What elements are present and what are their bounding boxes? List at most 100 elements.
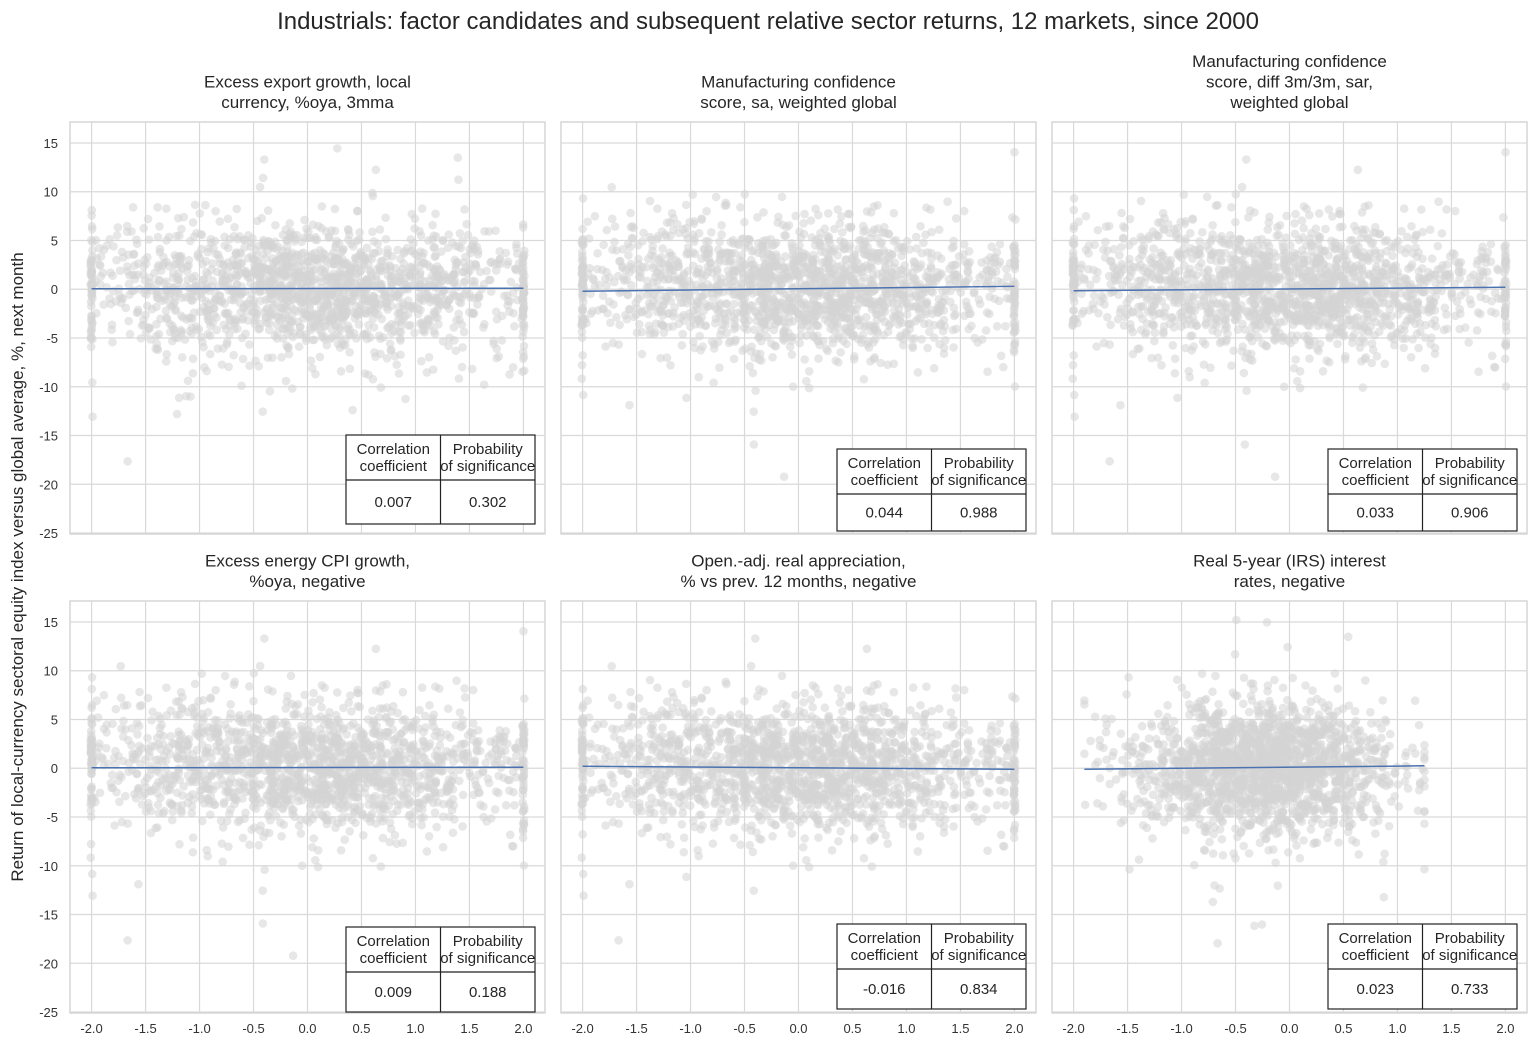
scatter-point	[606, 318, 615, 328]
scatter-point	[438, 235, 448, 245]
scatter-point	[155, 222, 164, 231]
scatter-point	[933, 251, 943, 260]
scatter-point	[825, 239, 835, 248]
scatter-point	[269, 280, 278, 289]
scatter-point	[768, 352, 777, 362]
scatter-point	[870, 353, 880, 362]
scatter-point	[331, 240, 341, 249]
scatter-point	[1350, 244, 1359, 254]
scatter-point	[1456, 257, 1466, 267]
scatter-point	[306, 356, 316, 365]
scatter-point	[1286, 338, 1295, 348]
scatter-point	[627, 280, 636, 290]
scatter-point	[1279, 316, 1289, 326]
scatter-point	[787, 239, 796, 248]
scatter-point	[1181, 343, 1190, 353]
scatter-point	[438, 287, 448, 296]
scatter-point	[1173, 298, 1183, 308]
scatter-point	[729, 299, 739, 309]
scatter-point	[418, 320, 427, 330]
scatter-point	[683, 243, 693, 252]
scatter-point	[767, 303, 777, 313]
scatter-point	[874, 248, 883, 258]
scatter-point	[263, 265, 273, 275]
scatter-point	[327, 226, 336, 235]
scatter-point	[578, 268, 587, 277]
scatter-point	[222, 337, 232, 347]
scatter-point	[1279, 382, 1289, 391]
scatter-point	[1407, 260, 1417, 269]
scatter-point	[701, 236, 711, 246]
scatter-point	[423, 290, 432, 299]
scatter-point	[375, 266, 385, 276]
scatter-point	[295, 329, 305, 339]
scatter-point	[1011, 246, 1020, 256]
scatter-point	[1173, 393, 1182, 403]
scatter-point	[1002, 264, 1011, 274]
scatter-point	[1402, 232, 1412, 242]
scatter-point	[1393, 299, 1403, 309]
scatter-point	[916, 221, 925, 231]
scatter-point	[626, 222, 636, 232]
scatter-point	[368, 299, 378, 309]
scatter-point	[962, 301, 972, 311]
scatter-point	[1299, 223, 1308, 233]
scatter-point	[841, 285, 850, 294]
table-header: Probability	[453, 441, 524, 458]
scatter-point	[390, 351, 400, 361]
scatter-points	[577, 147, 1020, 482]
scatter-point	[409, 239, 418, 248]
scatter-point	[1195, 237, 1204, 246]
scatter-point	[947, 243, 957, 253]
scatter-point	[1452, 297, 1462, 307]
scatter-point	[230, 222, 239, 232]
scatter-point	[1499, 280, 1508, 290]
scatter-point	[229, 350, 238, 360]
scatter-point	[428, 220, 437, 230]
scatter-point	[184, 255, 194, 265]
scatter-point	[1501, 382, 1511, 391]
scatter-point	[787, 332, 796, 342]
scatter-point	[508, 288, 518, 298]
scatter-point	[309, 296, 319, 306]
scatter-point	[868, 282, 878, 292]
scatter-point	[800, 209, 809, 219]
scatter-point	[1300, 331, 1309, 341]
scatter-point	[1206, 363, 1215, 372]
scatter-point	[479, 279, 489, 289]
scatter-point	[795, 338, 804, 348]
scatter-point	[491, 266, 501, 275]
scatter-point	[836, 347, 845, 357]
scatter-point	[455, 229, 465, 238]
scatter-point	[1437, 229, 1447, 238]
scatter-point	[583, 217, 592, 227]
scatter-point	[232, 257, 242, 266]
scatter-point	[165, 300, 175, 310]
scatter-point	[218, 277, 227, 286]
scatter-point	[191, 277, 201, 287]
scatter-point	[315, 352, 325, 362]
scatter-point	[212, 325, 221, 335]
scatter-point	[1295, 366, 1305, 376]
scatter-point	[393, 309, 403, 318]
scatter-point	[394, 271, 403, 280]
scatter-point	[368, 374, 378, 384]
panel-title: score, sa, weighted global	[700, 93, 897, 112]
panel-title: Manufacturing confidence	[701, 73, 896, 92]
scatter-point	[959, 206, 969, 216]
scatter-point	[1414, 343, 1423, 353]
scatter-point	[640, 306, 649, 315]
scatter-point	[133, 307, 143, 317]
scatter-point	[987, 242, 996, 252]
scatter-point	[245, 361, 254, 371]
scatter-point	[1150, 328, 1160, 337]
scatter-point	[681, 223, 691, 233]
scatter-point	[727, 249, 736, 258]
scatter-point	[1163, 219, 1173, 229]
scatter-point	[232, 204, 242, 214]
scatter-point	[394, 369, 404, 378]
scatter-point	[779, 330, 788, 340]
scatter-point	[906, 293, 915, 302]
scatter-point	[908, 341, 917, 351]
